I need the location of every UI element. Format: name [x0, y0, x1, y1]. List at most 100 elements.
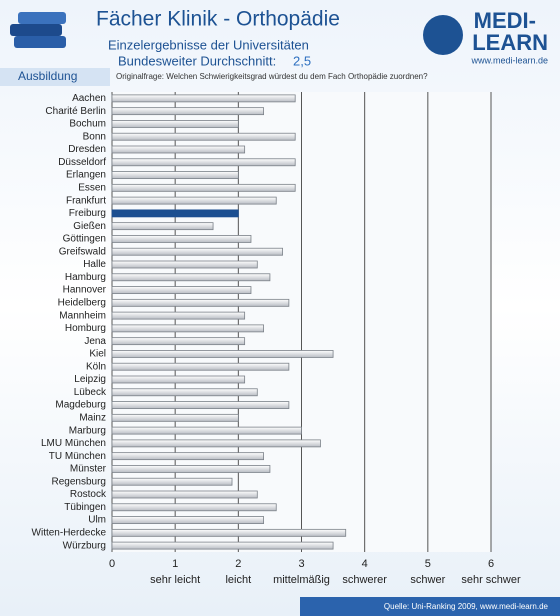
bar	[111, 260, 258, 269]
y-tick-label: Würzburg	[63, 540, 106, 551]
bar	[111, 298, 290, 307]
scale-label: leicht	[225, 574, 251, 586]
y-tick-label: Lübeck	[74, 387, 107, 398]
y-tick-label: Kiel	[89, 349, 106, 360]
bar	[111, 426, 302, 435]
x-tick-label: 6	[488, 558, 494, 570]
bar	[111, 401, 290, 409]
bar	[111, 286, 252, 294]
y-tick-label: Frankfurt	[66, 195, 106, 206]
bar	[111, 235, 252, 243]
bar	[111, 362, 290, 371]
y-tick-label: Leipzig	[74, 374, 106, 385]
y-tick-label: Hannover	[63, 285, 107, 296]
source: Quelle: Uni-Ranking 2009, www.medi-learn…	[384, 602, 549, 611]
bar	[111, 94, 296, 103]
y-tick-label: Greifswald	[59, 246, 106, 257]
bar	[111, 350, 334, 358]
y-tick-label: Rostock	[70, 489, 107, 500]
bar	[111, 465, 271, 473]
y-tick-label: Heidelberg	[58, 297, 106, 308]
bar	[111, 222, 214, 231]
x-tick-label: 2	[235, 558, 241, 570]
y-tick-label: Hamburg	[65, 272, 106, 283]
bar	[111, 171, 239, 179]
y-tick-label: Bochum	[69, 119, 106, 130]
y-tick-label: Regensburg	[52, 476, 106, 487]
y-tick-label: Halle	[83, 259, 106, 270]
y-tick-label: Essen	[78, 182, 106, 193]
x-tick-label: 0	[109, 558, 115, 570]
bar	[111, 183, 296, 192]
logo-url: www.medi-learn.de	[470, 55, 548, 65]
y-tick-label: Köln	[86, 361, 106, 372]
section-tab	[0, 68, 110, 86]
y-tick-label: Magdeburg	[55, 400, 106, 411]
section: Ausbildung	[18, 69, 77, 83]
bar	[111, 375, 246, 384]
bar	[111, 516, 265, 524]
average-label: Bundesweiter Durchschnitt:	[118, 53, 276, 68]
y-tick-label: Jena	[84, 336, 106, 347]
y-tick-label: LMU München	[41, 438, 106, 449]
logo-text: MEDI-	[474, 8, 536, 33]
bar	[111, 145, 246, 154]
x-tick-label: 5	[425, 558, 431, 570]
scale-label: sehr schwer	[461, 574, 521, 586]
bar	[111, 452, 265, 461]
scale-label: sehr leicht	[150, 574, 200, 586]
bar	[111, 107, 265, 116]
title: Fächer Klinik - Orthopädie	[96, 8, 340, 31]
y-tick-label: Münster	[70, 464, 107, 475]
bar	[111, 503, 277, 512]
bar	[111, 388, 258, 397]
y-tick-label: Mainz	[79, 412, 106, 423]
y-tick-label: Göttingen	[63, 234, 106, 245]
book-icon	[10, 12, 66, 48]
bar	[111, 273, 271, 282]
y-tick-label: Dresden	[68, 144, 106, 155]
bar	[111, 490, 258, 499]
y-tick-label: Witten-Herdecke	[32, 527, 107, 538]
bar	[111, 528, 347, 537]
footer-band	[300, 597, 560, 616]
y-tick-label: TU München	[49, 451, 106, 462]
bar	[111, 337, 246, 346]
bar	[111, 247, 283, 256]
question: Originalfrage: Welchen Schwierigkeitsgra…	[116, 72, 428, 81]
bar	[111, 477, 233, 486]
average: 2,5	[293, 53, 311, 68]
bar	[111, 541, 334, 550]
x-tick-label: 4	[362, 558, 368, 570]
y-tick-label: Tübingen	[64, 502, 106, 513]
y-tick-label: Marburg	[69, 425, 106, 436]
y-tick-label: Gießen	[73, 221, 106, 232]
bar	[111, 311, 246, 320]
scale-label: mittelmäßig	[273, 574, 330, 586]
y-tick-label: Homburg	[65, 323, 106, 334]
bar	[111, 120, 239, 128]
y-tick-label: Mannheim	[59, 310, 106, 321]
y-tick-label: Düsseldorf	[58, 157, 106, 168]
x-tick-label: 3	[298, 558, 304, 570]
scale-label: schwerer	[342, 574, 387, 586]
bar	[111, 196, 277, 205]
bar	[111, 158, 296, 167]
bar	[111, 439, 321, 448]
bar	[111, 413, 239, 422]
subtitle: Einzelergebnisse der Universitäten	[108, 37, 309, 52]
y-tick-label: Erlangen	[66, 170, 106, 181]
logo-text: LEARN	[472, 30, 548, 55]
bar	[111, 132, 296, 141]
y-tick-label: Bonn	[83, 131, 106, 142]
bar	[111, 209, 239, 218]
logo-circle	[423, 15, 463, 55]
plot: 0 1 2 3 4 5 6 sehr leicht leicht mittelmäßig schwe…	[32, 92, 521, 586]
bar	[111, 324, 265, 333]
y-tick-label: Freiburg	[69, 208, 106, 219]
x-tick-label: 1	[172, 558, 178, 570]
y-tick-label: Aachen	[72, 93, 106, 104]
y-tick-label: Ulm	[88, 515, 106, 526]
y-tick-label: Charité Berlin	[45, 106, 106, 117]
